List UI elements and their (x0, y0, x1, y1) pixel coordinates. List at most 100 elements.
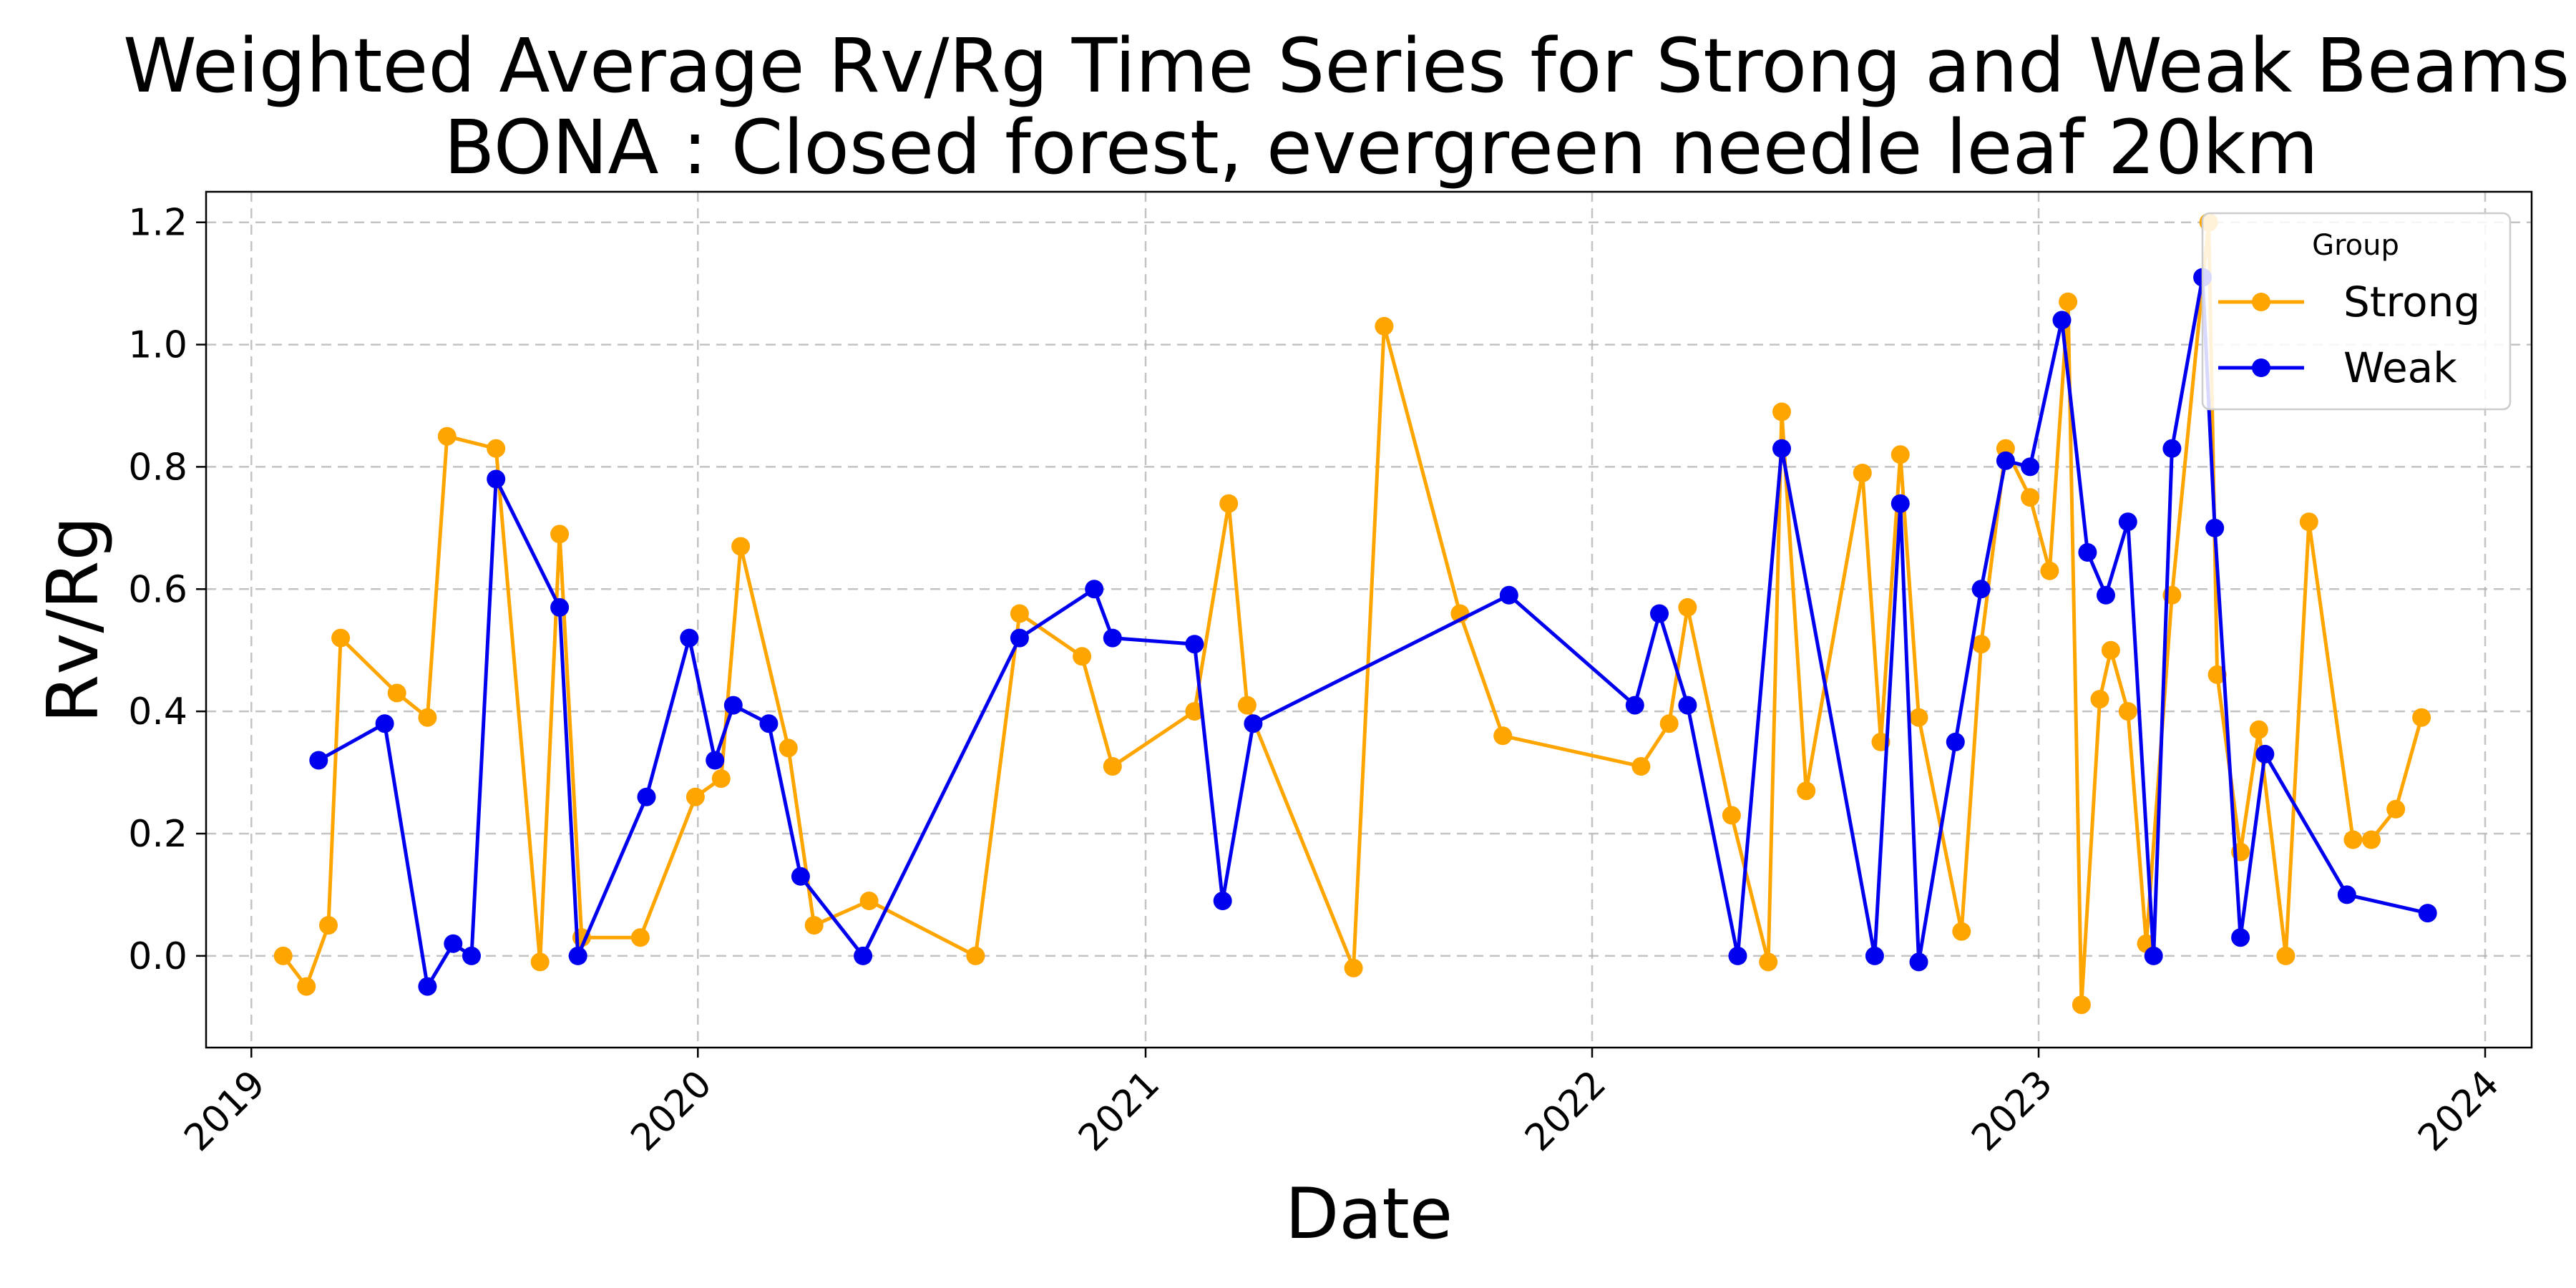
data-point-strong (1631, 757, 1651, 776)
data-point-strong (297, 977, 316, 996)
data-point-weak (418, 977, 437, 996)
data-point-strong (1375, 316, 1394, 336)
data-point-weak (1890, 494, 1910, 513)
data-point-weak (1865, 946, 1884, 965)
data-point-weak (568, 946, 587, 965)
data-point-weak (2052, 311, 2072, 330)
data-point-weak (1010, 628, 1029, 648)
data-point-weak (1625, 696, 1644, 715)
x-axis-ticks: 2019 2020 2021 2022 2023 2024 (176, 1048, 2507, 1160)
data-point-strong (487, 439, 506, 458)
data-point-weak (2162, 439, 2182, 458)
data-point-weak (1909, 952, 1928, 972)
data-point-strong (2299, 512, 2318, 532)
x-tick-label: 2023 (1963, 1063, 2061, 1160)
data-point-weak (2118, 512, 2137, 532)
data-point-strong (2412, 708, 2431, 727)
data-point-weak (1996, 451, 2015, 470)
series-line-strong (281, 220, 2424, 1007)
y-tick-label: 1.2 (128, 202, 187, 245)
data-point-strong (1759, 952, 1778, 972)
data-point-strong (686, 787, 705, 806)
data-point-strong (1890, 445, 1910, 464)
data-point-weak (1185, 635, 1204, 654)
legend: Group Strong Weak (2201, 212, 2512, 411)
data-point-strong (966, 946, 985, 965)
data-point-strong (418, 708, 437, 727)
data-point-strong (804, 916, 824, 935)
y-tick-label: 0.4 (128, 691, 187, 733)
data-point-weak (375, 714, 394, 733)
data-point-weak (462, 946, 481, 965)
data-point-strong (2386, 799, 2406, 819)
data-point-strong (1678, 597, 1697, 617)
y-axis-ticks: 0.0 0.2 0.4 0.6 0.8 1.0 1.2 (128, 202, 206, 978)
data-point-weak (1103, 628, 1122, 648)
data-point-weak (2078, 543, 2097, 562)
y-tick-label: 0.8 (128, 446, 187, 489)
y-tick-label: 0.0 (128, 935, 187, 978)
data-point-strong (859, 892, 879, 910)
data-point-strong (1010, 604, 1029, 623)
data-point-strong (2101, 640, 2120, 660)
data-point-weak (1971, 580, 1991, 599)
data-point-strong (779, 738, 798, 758)
data-point-weak (854, 946, 873, 965)
data-point-strong (1772, 402, 1791, 421)
series-weak (309, 268, 2437, 996)
data-point-strong (273, 946, 293, 965)
data-point-strong (1909, 708, 1928, 727)
legend-label-weak: Weak (2343, 343, 2457, 392)
data-point-strong (2118, 702, 2137, 721)
data-point-weak (1772, 439, 1791, 458)
chart-title-line-1: Weighted Average Rv/Rg Time Series for S… (123, 22, 2576, 109)
x-tick-label: 2024 (2410, 1063, 2507, 1160)
y-tick-label: 0.2 (128, 813, 187, 856)
data-point-weak (1085, 580, 1104, 599)
series-layer (273, 213, 2437, 1015)
data-point-weak (1650, 604, 1669, 623)
data-point-strong (2072, 995, 2091, 1015)
data-point-strong (2249, 720, 2268, 739)
data-point-weak (723, 696, 743, 715)
data-point-strong (530, 952, 550, 972)
legend-title: Group (2312, 229, 2399, 262)
data-point-weak (706, 751, 725, 770)
plot-frame (205, 190, 2533, 1049)
legend-label-strong: Strong (2343, 278, 2480, 326)
data-point-strong (731, 537, 751, 556)
x-tick-label: 2020 (623, 1063, 720, 1160)
data-point-strong (550, 525, 570, 544)
data-point-weak (1946, 732, 1965, 751)
data-point-strong (319, 916, 338, 935)
chart-title-line-2: BONA : Closed forest, evergreen needle l… (444, 104, 2318, 191)
data-point-weak (1499, 585, 1518, 605)
data-point-strong (2059, 292, 2078, 311)
data-point-weak (309, 751, 328, 770)
data-point-strong (437, 426, 457, 446)
data-point-strong (1952, 922, 1971, 941)
data-point-weak (2205, 518, 2225, 537)
data-point-strong (630, 928, 650, 947)
data-point-strong (2343, 830, 2363, 849)
x-tick-label: 2019 (176, 1063, 273, 1160)
data-point-weak (2255, 744, 2275, 763)
data-point-strong (331, 628, 351, 648)
data-point-strong (2021, 488, 2040, 507)
data-point-weak (759, 714, 779, 733)
series-line-weak (318, 275, 2429, 989)
grid (206, 192, 2532, 1048)
data-point-strong (2362, 830, 2381, 849)
data-point-strong (2040, 561, 2059, 580)
y-tick-label: 0.6 (128, 568, 187, 611)
data-point-strong (1722, 806, 1741, 825)
data-point-strong (387, 683, 406, 703)
data-point-strong (1344, 958, 1363, 977)
data-point-strong (1659, 714, 1679, 733)
data-point-strong (1971, 635, 1991, 654)
data-point-strong (1853, 464, 1872, 482)
legend-marker-strong (2252, 293, 2270, 311)
data-point-strong (1219, 494, 1239, 513)
series-strong (273, 213, 2431, 1015)
